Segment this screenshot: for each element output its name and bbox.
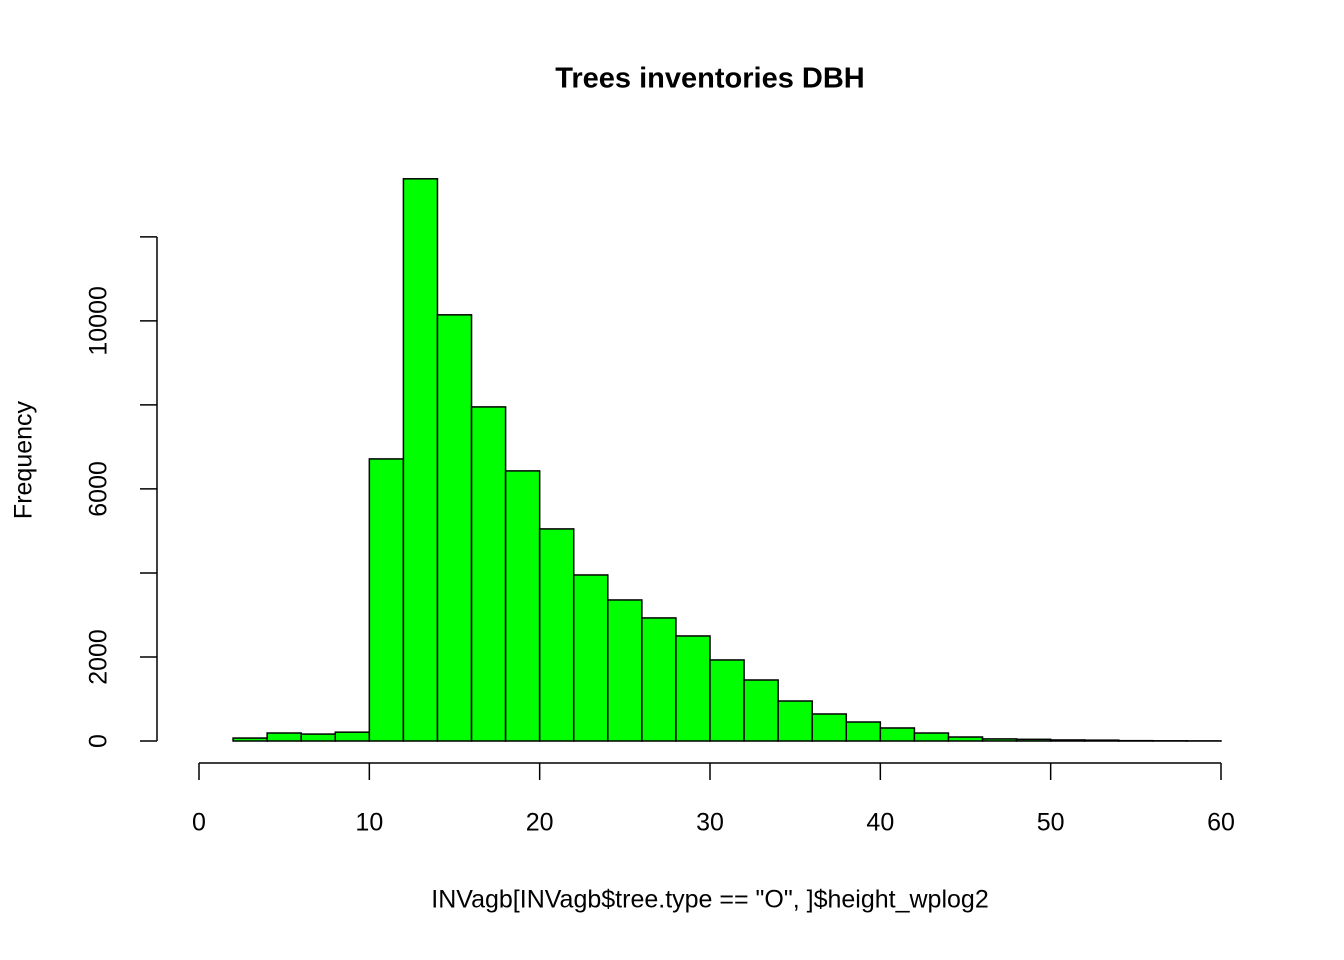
y-axis-label: Frequency (10, 400, 38, 519)
bar (470, 406, 507, 742)
bar (743, 679, 779, 742)
bar (709, 659, 745, 742)
y-tick-label: 6000 (85, 461, 113, 517)
bar (266, 732, 302, 742)
x-tick-label: 20 (526, 809, 554, 837)
bar (368, 458, 405, 742)
y-tick-label: 2000 (85, 629, 113, 685)
bar (538, 528, 575, 742)
bar (334, 731, 371, 742)
bar (845, 721, 882, 742)
y-tick-label: 0 (85, 734, 113, 748)
bar (981, 738, 1018, 742)
x-tick-label: 30 (696, 809, 724, 837)
bar (1015, 738, 1052, 742)
bar (1083, 739, 1120, 742)
bar (402, 178, 439, 742)
bar (300, 733, 337, 742)
x-axis-label: INVagb[INVagb$tree.type == "O", ]$height… (431, 886, 988, 914)
bar (607, 599, 643, 742)
x-tick-label: 60 (1207, 809, 1235, 837)
bar (913, 732, 950, 742)
x-tick-label: 40 (866, 809, 894, 837)
y-tick-label: 10000 (85, 286, 113, 356)
bar (947, 736, 984, 742)
bar (641, 617, 677, 742)
chart-title: Trees inventories DBH (555, 63, 864, 95)
bar (777, 700, 813, 742)
bar (436, 314, 473, 742)
x-tick-label: 0 (192, 809, 206, 837)
bar (504, 470, 541, 742)
bar (675, 635, 711, 742)
bar (572, 574, 609, 742)
bar (811, 713, 848, 742)
bar (1049, 739, 1086, 742)
x-tick-label: 10 (355, 809, 383, 837)
bar (879, 727, 916, 742)
bar (232, 737, 268, 742)
x-tick-label: 50 (1037, 809, 1065, 837)
